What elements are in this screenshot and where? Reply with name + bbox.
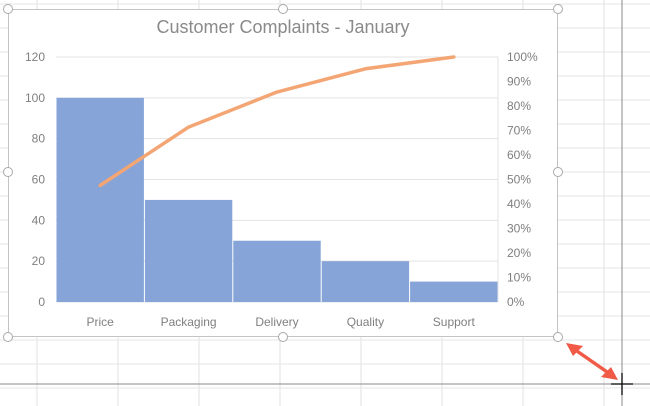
resize-handle-left[interactable] <box>3 167 13 177</box>
chart-object[interactable] <box>8 9 558 337</box>
resize-handle-top[interactable] <box>278 4 288 14</box>
resize-handle-top-left[interactable] <box>3 4 13 14</box>
resize-handle-right[interactable] <box>553 167 563 177</box>
resize-handle-bottom[interactable] <box>278 332 288 342</box>
resize-handle-bottom-right[interactable] <box>553 332 563 342</box>
chart-title: Customer Complaints - January <box>156 17 410 37</box>
resize-handle-top-right[interactable] <box>553 4 563 14</box>
resize-handle-bottom-left[interactable] <box>3 332 13 342</box>
